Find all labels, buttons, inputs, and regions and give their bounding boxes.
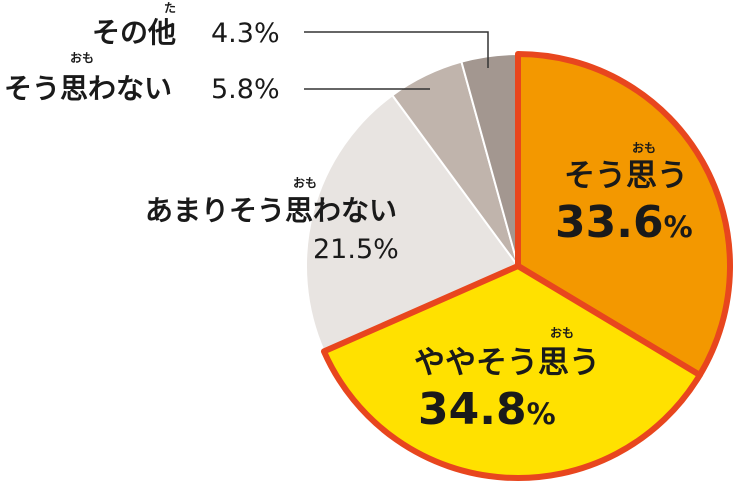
slice-label-disagree: おも そう思わない 5.8% <box>4 51 280 105</box>
pie-slices <box>305 51 733 481</box>
slice-label-other: た その他 4.3% <box>92 1 280 49</box>
slice-value: 4.3% <box>211 18 280 49</box>
slice-label-text: ややそう思う <box>414 345 600 381</box>
slice-value-number: 33.6 <box>555 197 664 248</box>
slice-label-text: そう思わない <box>4 72 172 105</box>
slice-label-somewhat-agree: おも ややそう思う 34.8% <box>414 326 600 435</box>
pie-slice-somewhat-agree <box>320 263 703 481</box>
slice-label-not-much: おも あまりそう思わない 21.5% <box>145 176 399 265</box>
slice-value-unit: % <box>527 397 556 431</box>
slice-label-agree: おも そう思う 33.6% <box>555 141 693 248</box>
ruby-omo: おも <box>550 326 574 340</box>
slice-label-text: あまりそう思わない <box>145 194 397 227</box>
leader-lines <box>304 31 489 90</box>
ruby-omo: おも <box>293 176 317 190</box>
slice-value-unit: % <box>664 210 693 244</box>
slice-value: 34.8% <box>418 384 556 435</box>
slice-label-text: その他 <box>92 16 176 49</box>
slice-value: 5.8% <box>211 74 280 105</box>
ruby-ta: た <box>164 1 176 15</box>
slice-value-number: 34.8 <box>418 384 527 435</box>
ruby-omo: おも <box>632 141 656 155</box>
leader-line-other <box>304 31 489 68</box>
slice-value: 21.5% <box>313 234 399 265</box>
slice-label-text: そう思う <box>564 158 688 194</box>
slice-value: 33.6% <box>555 197 693 248</box>
ruby-omo: おも <box>70 51 94 65</box>
